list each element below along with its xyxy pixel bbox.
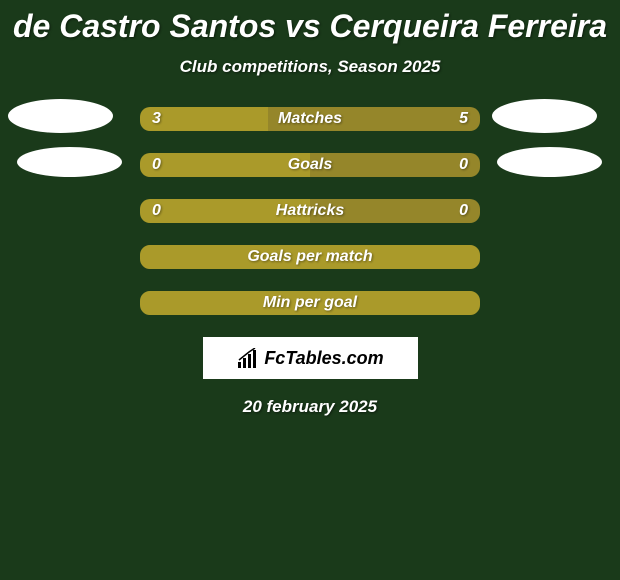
date-text: 20 february 2025: [0, 397, 620, 417]
stat-overlay: Min per goal: [142, 293, 478, 313]
stats-area: 3 Matches 5 0 Goals 0 0: [0, 107, 620, 417]
logo-text: FcTables.com: [264, 348, 383, 369]
page-title: de Castro Santos vs Cerqueira Ferreira: [0, 8, 620, 45]
avatar-placeholder-right-2: [497, 147, 602, 177]
stat-overlay: 0 Hattricks 0: [140, 199, 480, 223]
page-subtitle: Club competitions, Season 2025: [0, 57, 620, 77]
stat-value-right: 0: [459, 156, 468, 174]
stat-label: Matches: [278, 110, 342, 128]
avatar-placeholder-left-1: [8, 99, 113, 133]
stat-value-left: 0: [152, 156, 161, 174]
comparison-card: de Castro Santos vs Cerqueira Ferreira C…: [0, 0, 620, 417]
stat-value-right: 5: [459, 110, 468, 128]
stat-value-left: 0: [152, 202, 161, 220]
stat-row-goals: 0 Goals 0: [140, 153, 480, 177]
avatar-placeholder-right-1: [492, 99, 597, 133]
stat-overlay: Goals per match: [142, 247, 478, 267]
stat-overlay: 3 Matches 5: [140, 107, 480, 131]
logo-box: FcTables.com: [203, 337, 418, 379]
logo-content: FcTables.com: [236, 348, 383, 369]
stat-row-matches: 3 Matches 5: [140, 107, 480, 131]
stat-row-min-per-goal: Min per goal: [140, 291, 480, 315]
stat-row-hattricks: 0 Hattricks 0: [140, 199, 480, 223]
stat-value-right: 0: [459, 202, 468, 220]
stat-value-left: 3: [152, 110, 161, 128]
stat-label: Goals: [288, 156, 332, 174]
avatar-placeholder-left-2: [17, 147, 122, 177]
chart-icon: [236, 348, 260, 368]
stat-label: Goals per match: [154, 248, 466, 266]
stat-overlay: 0 Goals 0: [140, 153, 480, 177]
stat-label: Min per goal: [154, 294, 466, 312]
stat-row-goals-per-match: Goals per match: [140, 245, 480, 269]
stat-label: Hattricks: [276, 202, 344, 220]
